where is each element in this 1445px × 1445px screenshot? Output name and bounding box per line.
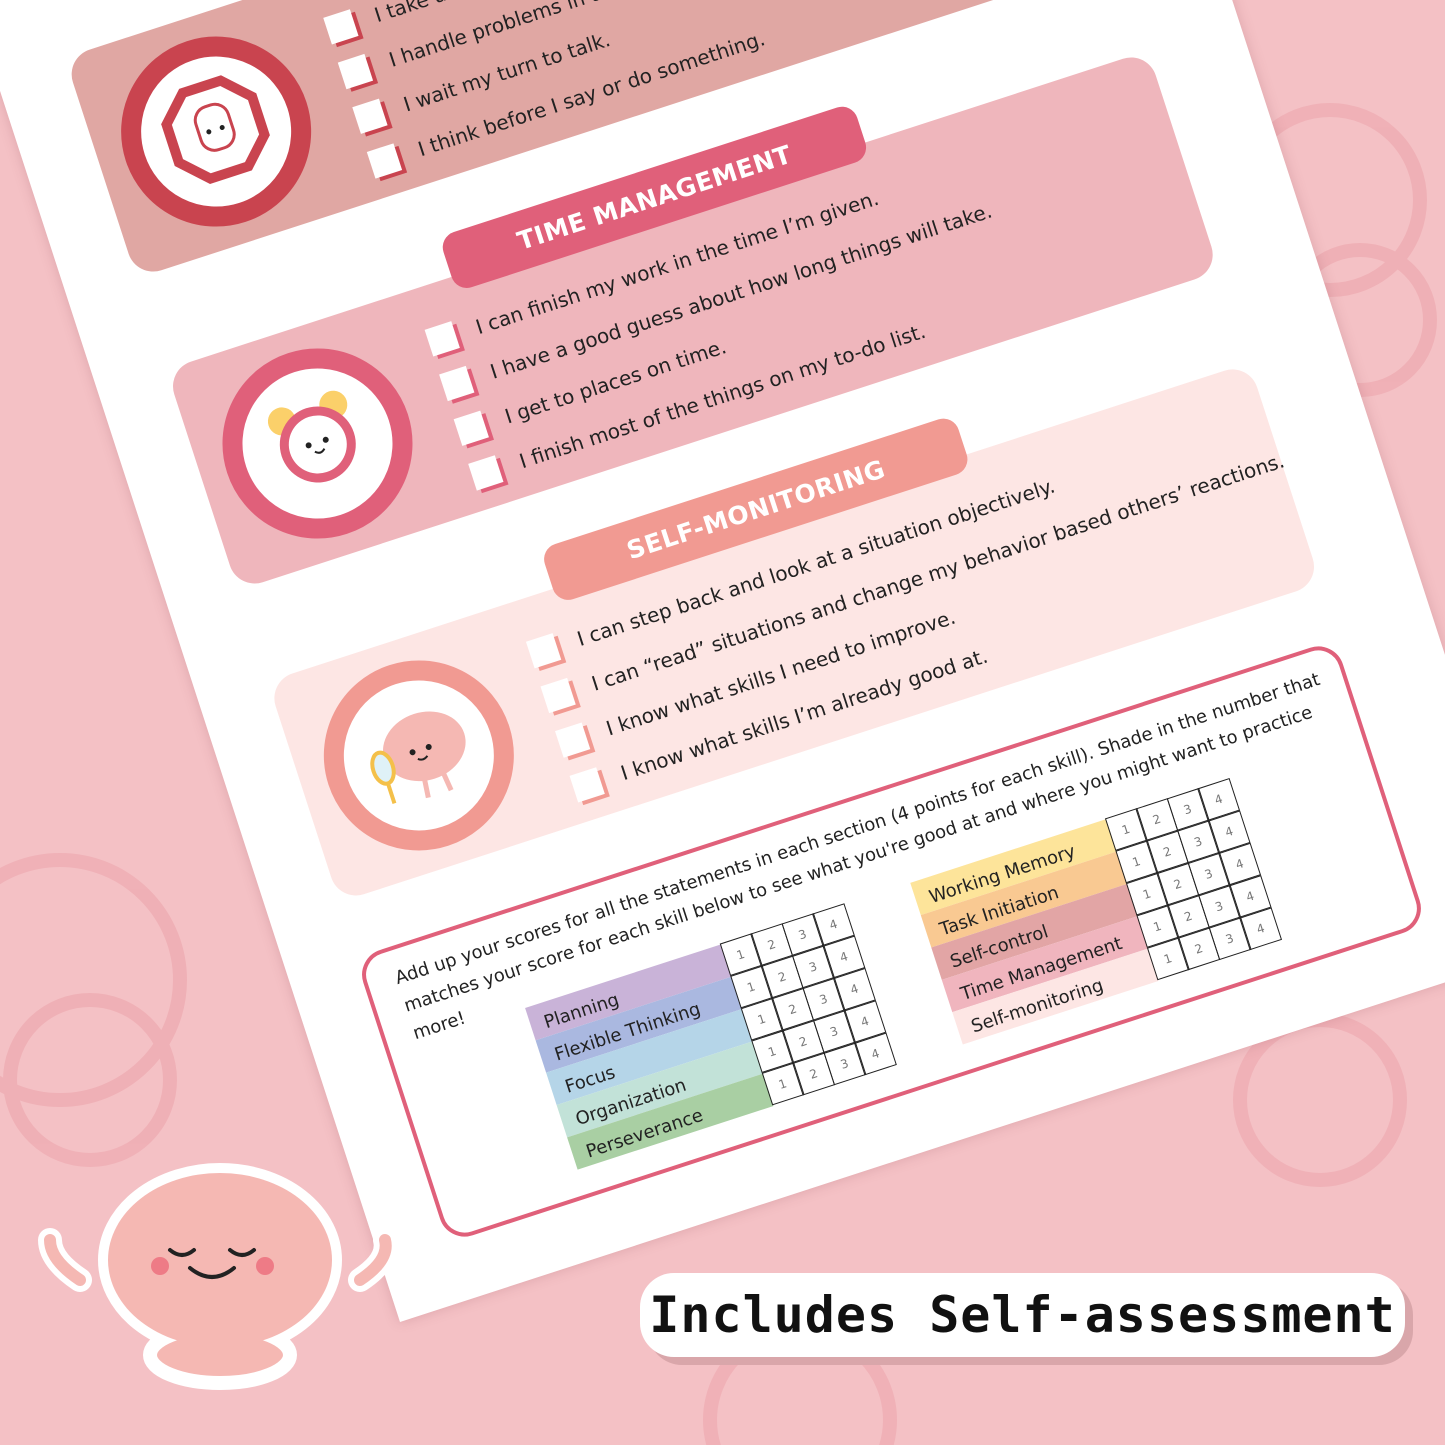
brain-mirror-icon (344, 683, 493, 829)
stop-hand-icon (146, 60, 286, 202)
meditating-brain-sticker (38, 1163, 398, 1390)
banner-text: Includes Self-assessment (649, 1286, 1396, 1344)
section-icon-badge (96, 11, 336, 252)
section-icon-badge (299, 635, 539, 876)
section-icon-badge (197, 323, 438, 564)
feature-banner: Includes Self-assessment (640, 1273, 1405, 1357)
worksheet-page: SELF-CONTROLI take aI handle problems in… (0, 0, 1445, 1322)
alarm-clock-icon (248, 372, 388, 514)
